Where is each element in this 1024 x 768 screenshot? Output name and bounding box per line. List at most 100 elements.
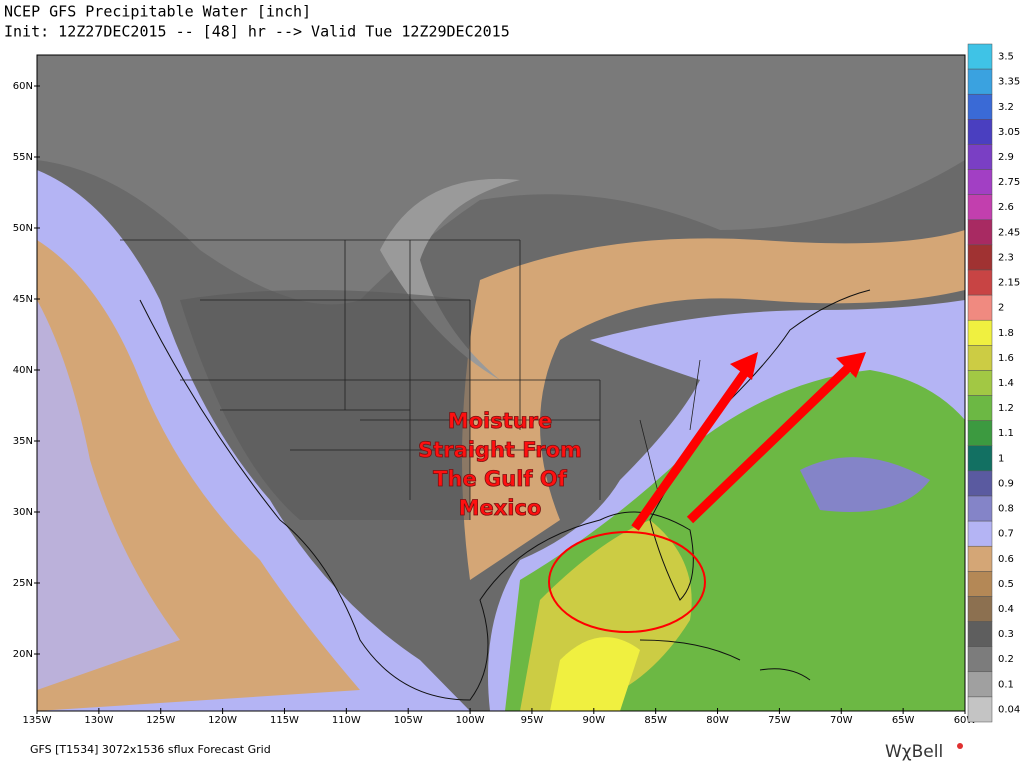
longitude-label: 95W: [521, 715, 544, 726]
logo: WχBell: [885, 742, 943, 762]
colorbar-label: 1: [998, 453, 1004, 464]
pacific-band: [37, 300, 180, 690]
colorbar-swatch: [967, 169, 993, 195]
gulf-circle: [548, 531, 706, 633]
annotation: Mexico: [459, 496, 542, 520]
annotation: Straight From: [418, 438, 582, 462]
colorbar-swatch: [967, 495, 993, 522]
footer-source: GFS [T1534] 3072x1536 sflux Forecast Gri…: [30, 743, 271, 756]
colorbar-label: 0.9: [998, 478, 1014, 489]
longitude-label: 100W: [456, 715, 485, 726]
colorbar-label: 0.1: [998, 679, 1014, 690]
latitude-label: 30N: [13, 507, 33, 518]
colorbar-swatch: [967, 119, 993, 145]
latitude-label: 35N: [13, 436, 33, 447]
longitude-label: 110W: [332, 715, 361, 726]
desert-dry: [180, 290, 470, 520]
colorbar-label: 0.7: [998, 529, 1014, 540]
colorbar-swatch: [967, 345, 993, 371]
colorbar-label: 0.4: [998, 604, 1014, 615]
colorbar-label: 2.45: [998, 227, 1020, 238]
colorbar-label: 0.04: [998, 704, 1020, 715]
colorbar-label: 0.2: [998, 654, 1014, 665]
colorbar-swatch: [967, 319, 993, 346]
arrowhead: [730, 352, 758, 380]
longitude-label: 125W: [146, 715, 175, 726]
longitude-label: 70W: [830, 715, 853, 726]
colorbar-swatch: [967, 370, 993, 396]
tan-band: [462, 230, 965, 580]
colorbar-swatch: [967, 445, 993, 472]
colorbar-swatch: [967, 696, 993, 723]
colorbar-swatch: [967, 144, 993, 170]
colorbar-swatch: [967, 294, 993, 321]
longitude-label: 135W: [23, 715, 52, 726]
arrowhead: [836, 352, 866, 378]
colorbar-label: 3.35: [998, 77, 1020, 88]
latitude-label: 60N: [13, 81, 33, 92]
longitude-label: 115W: [270, 715, 299, 726]
colorbar-swatch: [967, 621, 993, 647]
subtitle: Init: 12Z27DEC2015 -- [48] hr --> Valid …: [4, 23, 510, 41]
longitude-label: 75W: [768, 715, 791, 726]
colorbar-swatch: [967, 43, 993, 70]
map: [36, 54, 966, 712]
colorbar-label: 2.6: [998, 202, 1014, 213]
colorbar-label: 0.3: [998, 629, 1014, 640]
colorbar-swatch: [967, 596, 993, 622]
colorbar-label: 3.05: [998, 127, 1020, 138]
colorbar-label: 0.6: [998, 554, 1014, 565]
colorbar-label: 2.15: [998, 278, 1020, 289]
colorbar-label: 3.2: [998, 102, 1014, 113]
longitude-label: 120W: [208, 715, 237, 726]
colorbar-swatch: [967, 219, 993, 246]
colorbar-label: 2: [998, 303, 1004, 314]
colorbar-label: 1.6: [998, 353, 1014, 364]
colorbar-swatch: [967, 520, 993, 547]
colorbar-swatch: [967, 194, 993, 221]
latitude-label: 50N: [13, 223, 33, 234]
map-frame: [36, 54, 966, 712]
longitude-label: 90W: [582, 715, 605, 726]
colorbar-swatch: [967, 671, 993, 698]
logo-dot: [957, 743, 963, 749]
colorbar-label: 0.8: [998, 504, 1014, 515]
colorbar-swatch: [967, 571, 993, 597]
gulf-peak: [550, 637, 640, 711]
longitude-label: 85W: [644, 715, 667, 726]
longitude-label: 130W: [84, 715, 113, 726]
longitude-label: 80W: [706, 715, 729, 726]
colorbar-swatch: [967, 244, 993, 271]
latitude-label: 25N: [13, 578, 33, 589]
colorbar-label: 1.2: [998, 403, 1014, 414]
atlantic-dry: [800, 457, 930, 512]
colorbar-label: 3.5: [998, 52, 1014, 63]
latitude-label: 40N: [13, 365, 33, 376]
arrow-shaft: [631, 365, 752, 531]
colorbar-label: 2.75: [998, 177, 1020, 188]
annotation: Moisture: [448, 409, 553, 433]
colorbar-swatch: [967, 646, 993, 673]
latitude-label: 55N: [13, 152, 33, 163]
borders: [120, 239, 701, 520]
longitude-label: 60W: [954, 715, 977, 726]
colorbar-swatch: [967, 269, 993, 296]
arrow-shaft: [686, 364, 852, 524]
title: NCEP GFS Precipitable Water [inch]: [4, 3, 311, 21]
colorbar-swatch: [967, 93, 993, 120]
colorbar-label: 1.4: [998, 378, 1014, 389]
arrows: [631, 364, 852, 531]
latitude-label: 20N: [13, 649, 33, 660]
latitude-label: 45N: [13, 294, 33, 305]
colorbar-label: 1.8: [998, 328, 1014, 339]
longitude-label: 105W: [394, 715, 423, 726]
colorbar-swatch: [967, 420, 993, 447]
colorbar-label: 2.3: [998, 252, 1014, 263]
colorbar-swatch: [967, 545, 993, 572]
annotation: The Gulf Of: [433, 467, 568, 491]
colorbar-swatch: [967, 68, 993, 95]
colorbar-label: 1.1: [998, 428, 1014, 439]
colorbar-label: 2.9: [998, 152, 1014, 163]
